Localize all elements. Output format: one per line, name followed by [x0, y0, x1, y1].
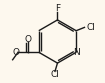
Text: Cl: Cl [51, 70, 59, 79]
Text: O: O [24, 35, 31, 44]
Text: O: O [12, 48, 19, 57]
Text: N: N [74, 48, 80, 57]
Text: F: F [55, 4, 60, 13]
Text: Cl: Cl [87, 23, 95, 32]
